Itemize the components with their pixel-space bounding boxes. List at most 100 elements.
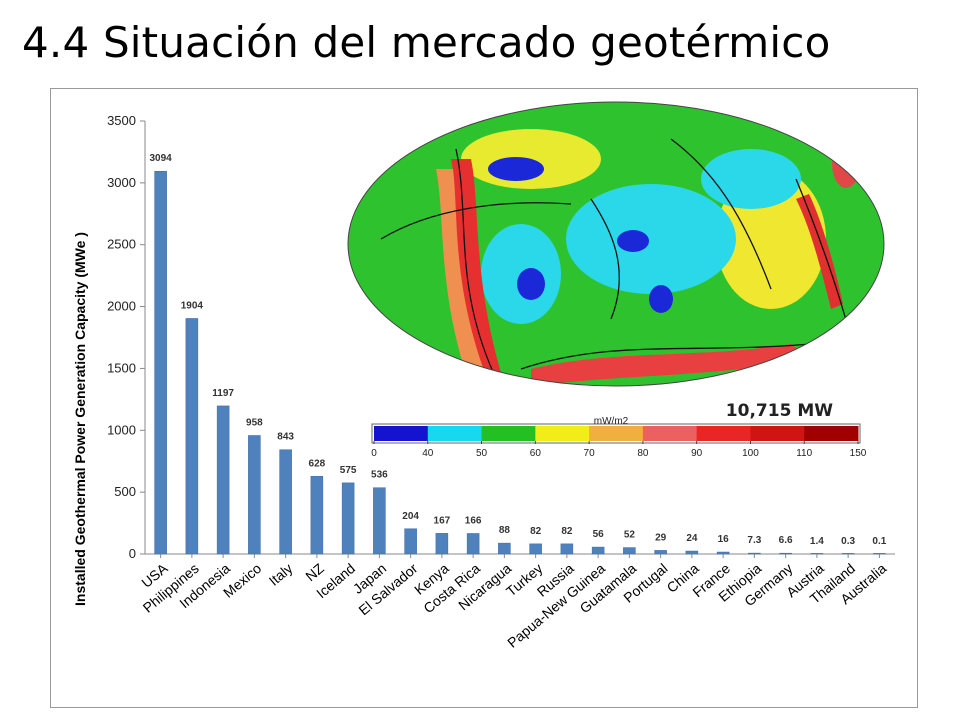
colorbar-tick-label: 110 <box>796 448 812 459</box>
data-label: 56 <box>593 529 605 540</box>
colorbar-tick-label: 90 <box>691 448 703 459</box>
data-label: 82 <box>561 526 573 537</box>
map-blob-blue-2 <box>617 230 649 252</box>
colorbar-segment <box>427 426 483 441</box>
bar <box>466 533 480 555</box>
y-tick-label: 1500 <box>107 360 136 375</box>
bar <box>279 449 292 555</box>
category-label: Italy <box>266 560 296 589</box>
data-label: 88 <box>499 525 511 536</box>
colorbar-tick-label: 60 <box>530 448 542 459</box>
map-blob-cyan-3 <box>701 149 801 209</box>
data-label: 29 <box>655 532 667 543</box>
colorbar-segment <box>696 426 751 441</box>
bar <box>341 482 355 555</box>
colorbar-tick-label: 70 <box>584 448 596 459</box>
colorbar-segment <box>481 426 536 441</box>
data-label: 6.6 <box>779 535 793 546</box>
map-blob-cyan-1 <box>566 184 736 294</box>
data-label: 167 <box>434 515 451 526</box>
colorbar-tick-label: 0 <box>371 448 377 459</box>
data-label: 628 <box>309 458 326 469</box>
data-label: 1904 <box>181 300 204 311</box>
data-label: 82 <box>530 526 542 537</box>
heat-flow-map <box>347 101 885 387</box>
y-tick-label: 0 <box>129 546 136 561</box>
bar <box>654 550 667 555</box>
data-labels: 3094 1904 1197 958 843 628 575 536 204 167 166 88 82… <box>150 153 887 547</box>
data-label: 0.3 <box>841 536 855 547</box>
data-label: 7.3 <box>747 535 761 546</box>
colorbar-tick-label: 40 <box>422 448 434 459</box>
data-label: 575 <box>340 465 357 476</box>
colorbar-tick-label: 150 <box>850 448 867 459</box>
colorbar-segment <box>642 426 698 441</box>
data-label: 166 <box>465 515 482 526</box>
bar <box>185 318 199 555</box>
bars <box>154 170 886 555</box>
total-capacity-label: 10,715 MW <box>726 401 833 421</box>
y-axis-title: Installed Geothermal Power Generation Ca… <box>72 232 88 606</box>
map-plate-boundaries <box>380 138 852 386</box>
bar <box>373 487 386 555</box>
y-tick-label: 2000 <box>107 299 136 314</box>
map-ridge-red-south <box>531 344 811 386</box>
bar <box>873 553 886 555</box>
bar <box>216 405 230 555</box>
bar <box>685 550 699 555</box>
bar <box>404 528 417 555</box>
bar <box>435 533 449 555</box>
chart-frame: 0 500 1000 1500 2000 2500 3000 3500 3094 1904 119… <box>50 88 918 708</box>
y-tick-label: 1000 <box>107 422 136 437</box>
data-label: 958 <box>246 417 263 428</box>
data-label: 16 <box>718 534 730 545</box>
bar <box>154 170 167 555</box>
bar <box>716 551 730 555</box>
data-label: 204 <box>402 511 419 522</box>
bar <box>591 546 605 555</box>
y-tick-label: 2500 <box>107 237 136 252</box>
colorbar-tick-label: 50 <box>476 448 488 459</box>
y-tick-label: 500 <box>114 484 136 499</box>
colorbar-segment <box>374 426 429 441</box>
colorbar: 0 40 50 60 70 80 90 100 110 150 <box>371 423 867 459</box>
bar <box>498 542 511 555</box>
data-label: 24 <box>686 533 698 544</box>
bar <box>529 543 542 555</box>
map-ridge-red-east <box>796 194 843 309</box>
bar <box>779 552 792 555</box>
map-outline <box>347 101 885 387</box>
data-label: 3094 <box>150 153 173 164</box>
colorbar-segment <box>750 426 805 441</box>
data-label: 52 <box>624 530 636 541</box>
data-label: 1197 <box>212 388 234 399</box>
map-blob-blue-1 <box>517 268 545 300</box>
data-label: 0.1 <box>872 536 886 547</box>
colorbar-segment <box>535 426 590 441</box>
colorbar-segment <box>589 426 644 441</box>
map-blob-blue-3 <box>649 285 673 313</box>
colorbar-segment <box>804 426 859 441</box>
bar <box>560 543 574 555</box>
bar <box>248 435 261 555</box>
colorbar-tick-label: 100 <box>742 448 759 459</box>
bar <box>310 476 324 555</box>
y-tick-label: 3000 <box>107 175 136 190</box>
slide-title: 4.4 Situación del mercado geotérmico <box>22 18 831 67</box>
map-ridge-red-west <box>451 159 506 386</box>
bar <box>623 547 636 555</box>
bar <box>810 553 824 555</box>
data-label: 536 <box>371 470 388 481</box>
data-label: 1.4 <box>810 536 824 547</box>
map-ridge-orange-west <box>436 169 491 386</box>
y-tick-label: 3500 <box>107 113 136 128</box>
bar <box>841 553 855 555</box>
bar <box>748 552 761 555</box>
colorbar-tick-label: 80 <box>637 448 649 459</box>
data-label: 843 <box>277 432 294 443</box>
colorbar-unit: mW/m2 <box>594 416 629 427</box>
map-blob-blue-4 <box>488 157 544 181</box>
